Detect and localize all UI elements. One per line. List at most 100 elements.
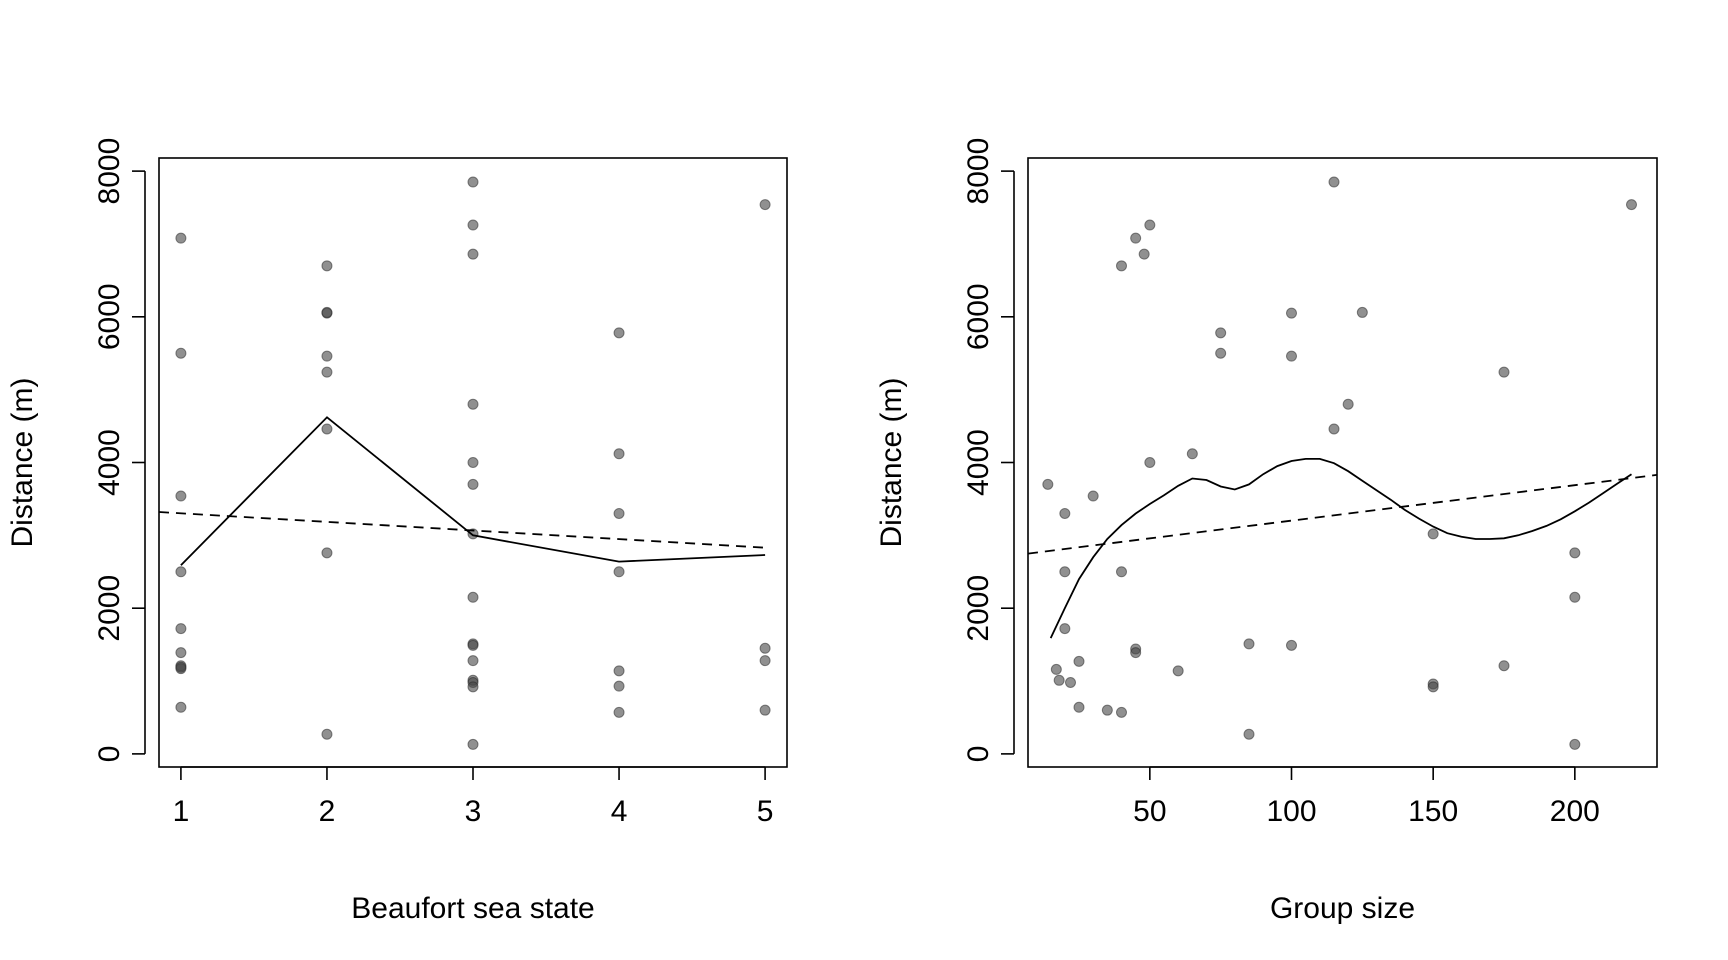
group-size-y-tick-label: 2000: [962, 575, 995, 642]
group-size-plot-frame: [1027, 157, 1658, 768]
group-size-data-point: [1130, 232, 1142, 244]
group-size-data-point: [1050, 663, 1062, 675]
sea-state-data-point: [467, 655, 479, 667]
sea-state-y-axis-title: Distance (m): [6, 377, 39, 547]
group-size-data-point: [1116, 706, 1127, 718]
group-size-data-point: [1116, 566, 1127, 578]
group-size-data-point: [1087, 490, 1099, 502]
sea-state-data-point: [175, 661, 187, 673]
sea-state-data-point: [613, 665, 625, 677]
group-size-data-point: [1073, 655, 1085, 667]
group-size-data-point: [1172, 665, 1184, 677]
group-size-data-point: [1342, 398, 1354, 410]
group-size-x-tick-label: 100: [1266, 795, 1316, 828]
group-size-data-point: [1328, 176, 1340, 188]
group-size-data-point: [1498, 660, 1510, 672]
group-size-data-point: [1059, 507, 1071, 519]
sea-state-data-point: [613, 566, 625, 578]
sea-state-data-point: [321, 547, 333, 559]
group-size-data-point: [1065, 676, 1076, 688]
group-size-data-point: [1286, 350, 1297, 362]
group-size-y-tick-label: 6000: [962, 283, 995, 350]
group-size-data-point: [1286, 307, 1297, 319]
sea-state-data-point: [613, 680, 625, 692]
sea-state-data-point: [613, 507, 625, 519]
sea-state-y-tick-label: 6000: [93, 283, 126, 350]
group-size-y-axis-title: Distance (m): [875, 377, 908, 547]
sea-state-data-point: [759, 642, 771, 654]
sea-state-x-tick-label: 5: [757, 795, 774, 828]
group-size-data-point: [1059, 566, 1071, 578]
sea-state-y-tick-label: 2000: [93, 575, 126, 642]
sea-state-data-point: [613, 448, 625, 460]
sea-state-x-tick-label: 2: [319, 795, 336, 828]
group-size-data-point: [1243, 728, 1255, 740]
group-size-data-point: [1427, 681, 1439, 693]
group-size-data-point: [1328, 423, 1340, 435]
sea-state-data-point: [175, 347, 187, 359]
group-size-y-tick-label: 0: [962, 746, 995, 763]
group-size-data-point: [1130, 647, 1142, 659]
sea-state-data-point: [175, 701, 187, 713]
group-size-data-point: [1286, 639, 1297, 651]
group-size-linear-fit-line: [1028, 474, 1657, 555]
group-size-data-point: [1498, 366, 1510, 378]
sea-state-data-point: [467, 591, 479, 603]
sea-state-data-point: [467, 478, 479, 490]
group-size-data-point: [1626, 199, 1637, 211]
sea-state-x-tick-label: 1: [173, 795, 190, 828]
group-size-data-point: [1186, 448, 1198, 460]
sea-state-data-point: [175, 647, 187, 659]
sea-state-data-point: [321, 260, 333, 272]
group-size-data-point: [1101, 704, 1113, 716]
group-size-data-point: [1569, 738, 1581, 750]
sea-state-data-point: [175, 566, 187, 578]
sea-state-data-point: [467, 248, 479, 260]
sea-state-data-point: [321, 350, 333, 362]
group-size-data-point: [1053, 674, 1065, 686]
sea-state-data-point: [467, 398, 479, 410]
sea-state-panel: 1 2 3 4 5 0 2000 4000 6000 8000 Beaufort sea state…: [6, 138, 788, 925]
sea-state-data-point: [467, 639, 479, 651]
group-size-x-tick-label: 50: [1133, 795, 1166, 828]
sea-state-y-tick-label: 0: [93, 746, 126, 763]
sea-state-data-point: [467, 681, 479, 693]
group-size-data-point: [1215, 347, 1227, 359]
group-size-y-tick-label: 8000: [962, 138, 995, 205]
sea-state-data-point: [613, 327, 625, 339]
group-size-data-point: [1569, 547, 1581, 559]
sea-state-y-tick-label: 4000: [93, 429, 126, 496]
group-size-data-point: [1059, 623, 1071, 635]
group-size-data-point: [1116, 260, 1127, 272]
sea-state-y-tick-label: 8000: [93, 138, 126, 205]
group-size-x-tick-label: 200: [1550, 795, 1600, 828]
group-size-data-point: [1042, 478, 1054, 490]
sea-state-data-point: [175, 490, 187, 502]
sea-state-data-point: [321, 423, 333, 435]
sea-state-data-point: [321, 306, 333, 318]
group-size-data-point: [1144, 457, 1156, 468]
sea-state-x-tick-label: 3: [465, 795, 482, 828]
group-size-data-point: [1356, 306, 1368, 318]
group-size-data-point: [1243, 638, 1255, 650]
sea-state-data-point: [467, 219, 479, 231]
sea-state-data-point: [759, 655, 771, 667]
group-size-data-point: [1144, 219, 1156, 231]
sea-state-data-point: [321, 366, 333, 378]
sea-state-data-point: [175, 623, 187, 635]
sea-state-data-point: [467, 738, 479, 750]
sea-state-data-point: [613, 706, 625, 718]
group-size-smooth-fit-line: [1049, 457, 1632, 639]
sea-state-data-point: [467, 457, 479, 468]
group-size-data-point: [1073, 701, 1085, 713]
group-size-data-point: [1138, 248, 1150, 260]
sea-state-x-tick-label: 4: [611, 795, 628, 828]
group-size-data-point: [1569, 591, 1581, 603]
group-size-y-tick-label: 4000: [962, 429, 995, 496]
group-size-x-axis-title: Group size: [1270, 892, 1415, 925]
sea-state-linear-fit-line: [159, 511, 766, 549]
group-size-x-tick-label: 150: [1408, 795, 1458, 828]
group-size-data-point: [1427, 528, 1439, 540]
